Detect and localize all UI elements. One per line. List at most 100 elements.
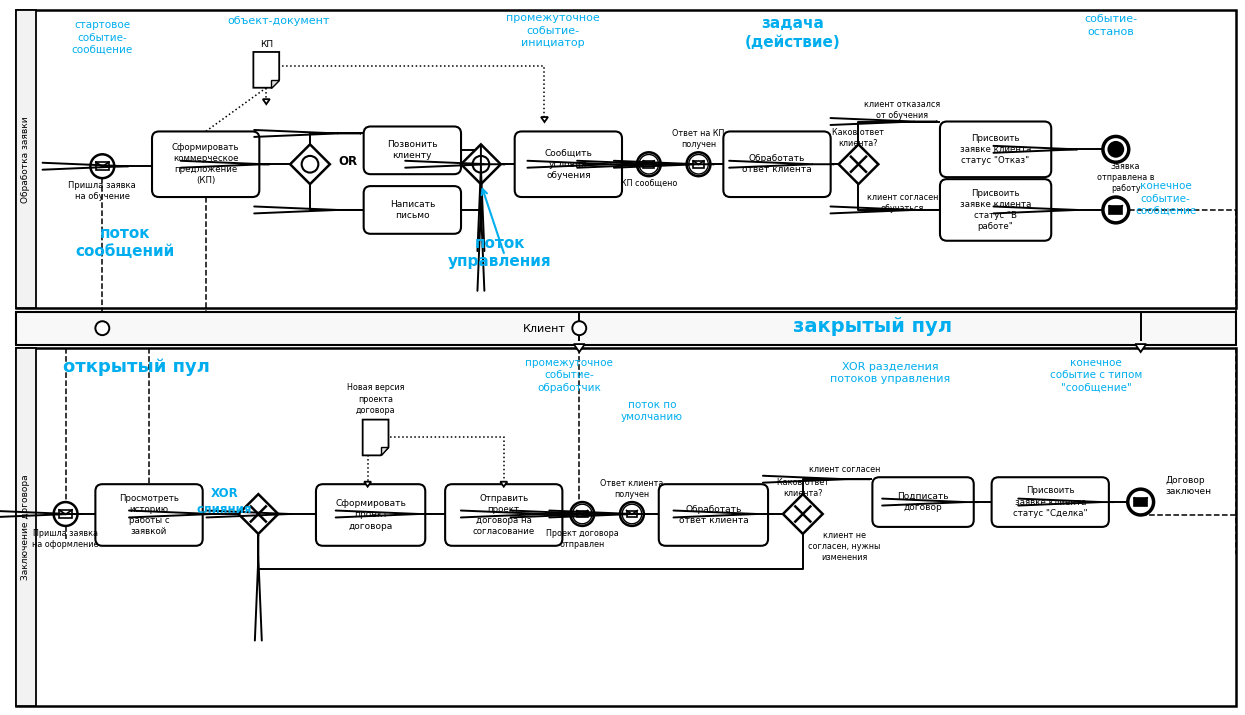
Polygon shape xyxy=(271,80,279,88)
Text: Пришла заявка
на оформление: Пришла заявка на оформление xyxy=(32,529,98,549)
Text: Проект договора
отправлен: Проект договора отправлен xyxy=(545,529,619,549)
Text: закрытый пул: закрытый пул xyxy=(793,317,952,336)
Text: объект-документ: объект-документ xyxy=(227,16,330,26)
Text: поток
сообщений: поток сообщений xyxy=(76,226,174,260)
Text: клиент отказался
от обучения: клиент отказался от обучения xyxy=(864,99,940,119)
Text: КП сообщено: КП сообщено xyxy=(621,179,677,188)
Text: Заявка
отправлена в
работу: Заявка отправлена в работу xyxy=(1097,162,1154,193)
Polygon shape xyxy=(1135,344,1147,352)
FancyBboxPatch shape xyxy=(659,484,768,546)
Text: Просмотреть
историю
работы с
заявкой: Просмотреть историю работы с заявкой xyxy=(120,494,179,536)
Text: Позвонить
клиенту: Позвонить клиенту xyxy=(387,140,438,160)
Polygon shape xyxy=(574,344,585,352)
FancyBboxPatch shape xyxy=(316,484,426,546)
Circle shape xyxy=(570,502,594,526)
Polygon shape xyxy=(362,420,388,455)
Text: клиент согласен: клиент согласен xyxy=(809,465,880,474)
FancyBboxPatch shape xyxy=(364,186,461,234)
FancyBboxPatch shape xyxy=(991,477,1109,527)
Circle shape xyxy=(688,154,708,174)
Polygon shape xyxy=(239,494,278,534)
Text: Каков ответ
клиента?: Каков ответ клиента? xyxy=(777,478,829,498)
Text: промежуточное
событие-
обработчик: промежуточное событие- обработчик xyxy=(525,358,614,393)
Bar xyxy=(96,162,108,170)
Bar xyxy=(16,10,36,308)
Circle shape xyxy=(473,156,489,172)
Polygon shape xyxy=(364,482,371,487)
Text: задача
(действие): задача (действие) xyxy=(745,16,840,50)
Text: Отправить
проект
договора на
согласование: Отправить проект договора на согласовани… xyxy=(473,494,535,536)
Circle shape xyxy=(1103,137,1129,162)
Bar xyxy=(1134,498,1147,506)
Text: Обработать
ответ клиента: Обработать ответ клиента xyxy=(742,154,812,174)
Text: Присвоить
заявке клиента
статус "В
работе": Присвоить заявке клиента статус "В работ… xyxy=(960,189,1031,231)
FancyBboxPatch shape xyxy=(446,484,563,546)
Text: Обработка заявки: Обработка заявки xyxy=(21,116,30,202)
Polygon shape xyxy=(500,482,507,487)
FancyBboxPatch shape xyxy=(723,132,830,197)
Text: стартовое
событие-
сообщение: стартовое событие- сообщение xyxy=(72,20,133,55)
Text: конечное
событие с типом
"сообщение": конечное событие с типом "сообщение" xyxy=(1050,358,1142,393)
Text: OR: OR xyxy=(339,154,359,168)
Text: Договор
заключен: Договор заключен xyxy=(1165,476,1211,496)
Circle shape xyxy=(573,504,593,524)
Circle shape xyxy=(96,321,110,335)
Bar xyxy=(1109,206,1122,214)
FancyBboxPatch shape xyxy=(940,179,1051,241)
Text: клиент не
согласен, нужны
изменения: клиент не согласен, нужны изменения xyxy=(808,531,880,563)
Text: открытый пул: открытый пул xyxy=(62,358,209,376)
Text: Каков ответ
клиента?: Каков ответ клиента? xyxy=(833,128,884,148)
Text: Обработать
ответ клиента: Обработать ответ клиента xyxy=(679,505,748,525)
Text: поток по
умолчанию: поток по умолчанию xyxy=(621,400,682,422)
Bar xyxy=(59,510,72,518)
Circle shape xyxy=(301,156,319,172)
Circle shape xyxy=(91,154,115,178)
Text: XOR
слияния: XOR слияния xyxy=(197,487,253,516)
Polygon shape xyxy=(263,99,270,104)
FancyBboxPatch shape xyxy=(96,484,203,546)
Circle shape xyxy=(639,154,659,174)
Polygon shape xyxy=(542,117,548,122)
Text: промежуточное
событие-
инициатор: промежуточное событие- инициатор xyxy=(505,13,599,48)
Polygon shape xyxy=(839,144,879,184)
Text: Клиент: Клиент xyxy=(523,324,566,334)
Text: Новая версия
проекта
договора: Новая версия проекта договора xyxy=(347,383,405,415)
Circle shape xyxy=(573,321,586,335)
Text: КП: КП xyxy=(260,39,273,49)
Text: Написать
письмо: Написать письмо xyxy=(390,200,435,220)
Text: событие-
останов: событие- останов xyxy=(1084,14,1138,36)
Polygon shape xyxy=(290,144,330,184)
Text: Заключение договора: Заключение договора xyxy=(21,474,30,580)
Bar xyxy=(16,10,1236,308)
Circle shape xyxy=(54,502,77,526)
Text: Ответ клиента
получен: Ответ клиента получен xyxy=(600,479,664,499)
FancyBboxPatch shape xyxy=(364,127,461,174)
Bar xyxy=(693,161,703,168)
FancyBboxPatch shape xyxy=(940,122,1051,177)
Polygon shape xyxy=(381,448,388,455)
Text: Пришла заявка
на обучение: Пришла заявка на обучение xyxy=(68,181,136,201)
Text: XOR разделения
потоков управления: XOR разделения потоков управления xyxy=(830,362,950,385)
FancyBboxPatch shape xyxy=(873,477,974,527)
Text: Сформировать
коммерческое
предложение
(КП): Сформировать коммерческое предложение (К… xyxy=(172,143,239,185)
Bar xyxy=(626,511,637,518)
Text: клиент согласен
обучаться: клиент согласен обучаться xyxy=(867,193,937,213)
Circle shape xyxy=(686,152,711,176)
Text: Присвоить
заявке клиента
статус "Сделка": Присвоить заявке клиента статус "Сделка" xyxy=(1013,486,1088,518)
Circle shape xyxy=(622,504,641,524)
FancyBboxPatch shape xyxy=(514,132,622,197)
Polygon shape xyxy=(254,52,279,88)
Circle shape xyxy=(1103,197,1129,223)
Polygon shape xyxy=(783,494,823,534)
Text: Присвоить
заявке клиента
статус "Отказ": Присвоить заявке клиента статус "Отказ" xyxy=(960,134,1031,165)
Circle shape xyxy=(1128,489,1154,515)
Text: Сообщить
условия
обучения: Сообщить условия обучения xyxy=(544,149,593,180)
Bar xyxy=(16,348,1236,706)
Text: поток
управления: поток управления xyxy=(448,236,552,270)
Text: Ответ на КП
получен: Ответ на КП получен xyxy=(672,129,725,149)
Bar xyxy=(16,312,1236,345)
Circle shape xyxy=(637,152,661,176)
FancyBboxPatch shape xyxy=(152,132,259,197)
Text: Сформировать
проект
договора: Сформировать проект договора xyxy=(335,499,406,531)
Text: конечное
событие-
сообщение: конечное событие- сообщение xyxy=(1135,181,1196,216)
